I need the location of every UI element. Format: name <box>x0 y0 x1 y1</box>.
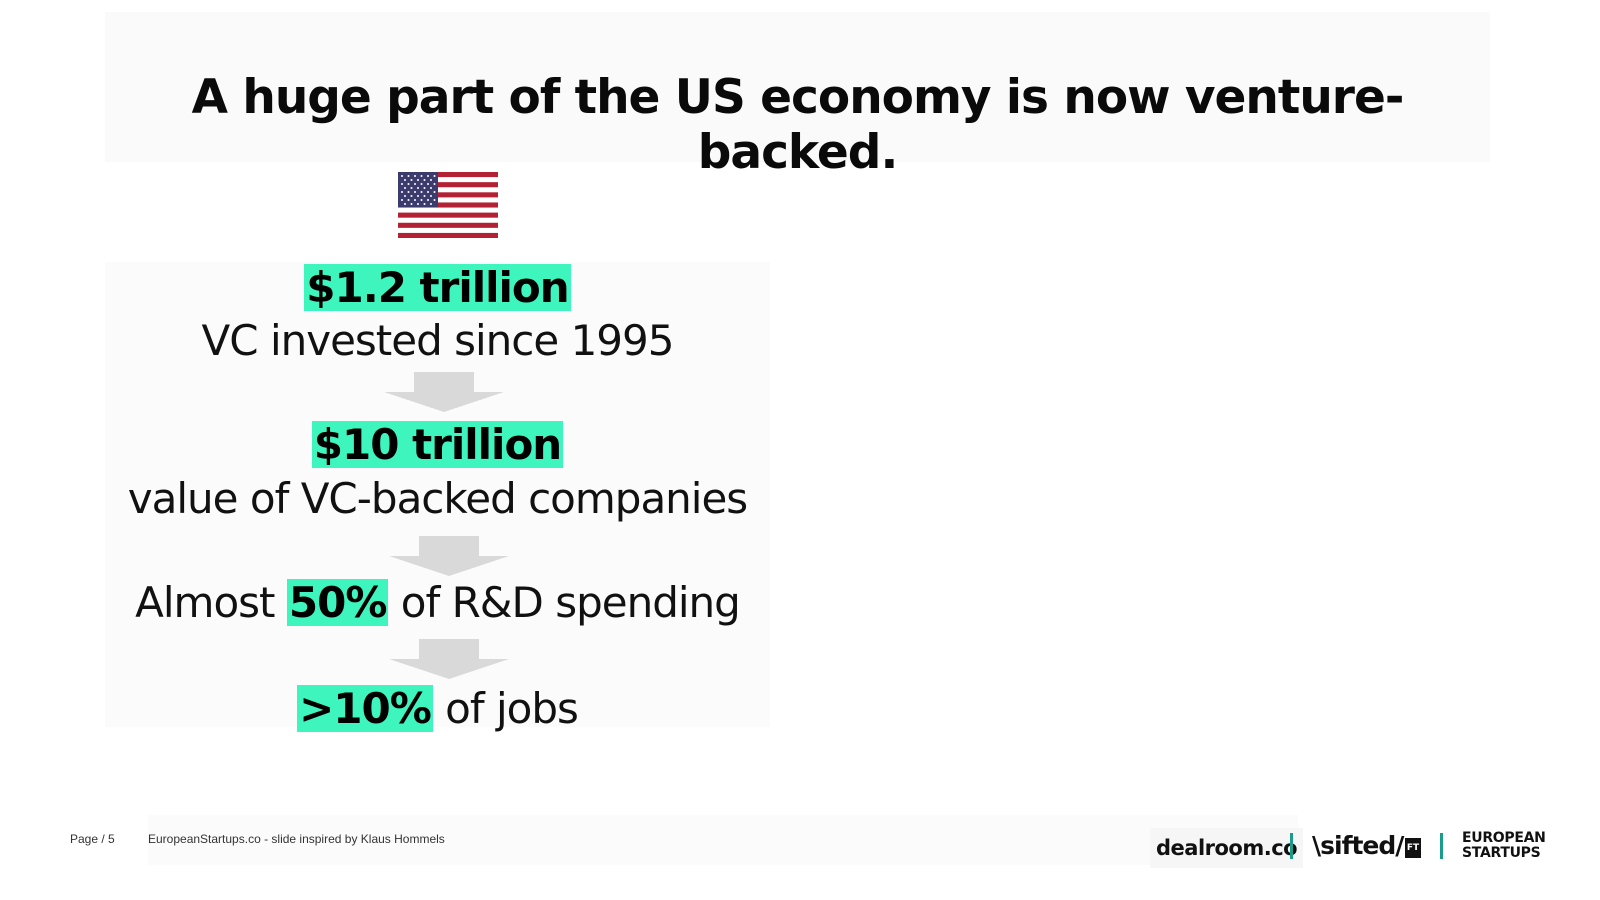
stat-4-highlight: >10% <box>297 684 433 733</box>
european-startups-logo-line2: STARTUPS <box>1462 845 1541 861</box>
logo-separator <box>1440 833 1443 859</box>
footer-band <box>148 815 1298 865</box>
stat-4-line: >10% of jobs <box>105 684 770 733</box>
slide-title: A huge part of the US economy is now ven… <box>191 70 1405 180</box>
stat-3-highlight: 50% <box>286 578 389 627</box>
european-startups-logo-line1: EUROPEAN <box>1462 830 1546 846</box>
down-arrow-icon <box>384 372 504 412</box>
down-arrow-icon <box>389 639 509 679</box>
dealroom-logo: dealroom.co <box>1150 828 1304 868</box>
stat-2-value-line: $10 trillion <box>105 421 770 468</box>
title-band: A huge part of the US economy is now ven… <box>105 12 1490 180</box>
ft-logo: FT <box>1405 838 1421 858</box>
sifted-logo: \sifted/ <box>1312 831 1404 860</box>
stat-1-highlight: $1.2 trillion <box>304 263 571 312</box>
us-flag-icon <box>398 172 498 238</box>
stat-3-line: Almost 50% of R&D spending <box>105 578 770 627</box>
stat-3-prefix: Almost <box>135 578 287 627</box>
down-arrow-icon <box>389 536 509 576</box>
footer-credit: EuropeanStartups.co - slide inspired by … <box>148 832 445 846</box>
stat-1-value-line: $1.2 trillion <box>105 264 770 311</box>
page-number: Page / 5 <box>70 832 115 846</box>
stat-3-suffix: of R&D spending <box>388 578 741 627</box>
european-startups-logo: EUROPEAN STARTUPS <box>1462 831 1546 861</box>
stat-2-description: value of VC-backed companies <box>127 474 748 523</box>
stat-2-highlight: $10 trillion <box>311 420 564 469</box>
stat-4-suffix: of jobs <box>432 684 579 733</box>
logo-separator <box>1290 833 1293 859</box>
stat-1-description: VC invested since 1995 <box>201 316 675 365</box>
